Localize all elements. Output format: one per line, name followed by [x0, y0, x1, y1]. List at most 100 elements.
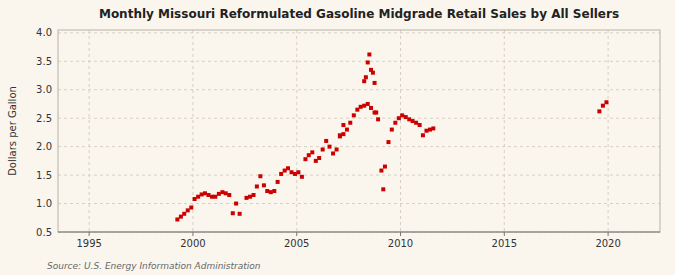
y-tick-label: 3.0 [36, 84, 52, 95]
point [359, 105, 363, 109]
y-grid-line [58, 146, 660, 147]
point [381, 187, 385, 191]
y-grid-line [58, 118, 660, 119]
point [364, 75, 368, 79]
point [227, 193, 231, 197]
point [414, 121, 418, 125]
x-grid-line [192, 30, 193, 232]
point [393, 121, 397, 125]
point [376, 117, 380, 121]
background [0, 0, 675, 275]
point [362, 104, 366, 108]
point [303, 157, 307, 161]
point [189, 206, 193, 210]
x-tick [400, 232, 401, 236]
point [373, 81, 377, 85]
axes: 0.51.01.52.02.53.03.54.01995200020052010… [36, 27, 621, 249]
point [335, 147, 339, 151]
point [252, 193, 256, 197]
point [258, 174, 262, 178]
point [386, 140, 390, 144]
point [182, 212, 186, 216]
y-tick-label: 2.5 [36, 113, 52, 124]
x-tick [89, 232, 90, 236]
point [248, 195, 252, 199]
plot-frame [58, 30, 660, 232]
source: Source: U.S. Energy Information Administ… [47, 261, 261, 271]
point [366, 102, 370, 106]
point [418, 123, 422, 127]
point [276, 180, 280, 184]
x-grid-line [504, 30, 505, 232]
x-tick [608, 232, 609, 236]
y-tick-label: 1.5 [36, 170, 52, 181]
point [379, 169, 383, 173]
point [186, 208, 190, 212]
point [421, 133, 425, 137]
point [262, 183, 266, 187]
x-grid-line [89, 30, 90, 232]
point [290, 170, 294, 174]
x-axis-line [58, 232, 660, 233]
point [367, 52, 371, 56]
y-grid-line [58, 175, 660, 176]
x-tick-label: 1995 [76, 238, 101, 249]
point [348, 121, 352, 125]
point [374, 111, 378, 115]
point [175, 217, 179, 221]
point [269, 190, 273, 194]
x-grid-line [296, 30, 297, 232]
x-tick-label: 2000 [180, 238, 205, 249]
point [255, 184, 259, 188]
point [238, 212, 242, 216]
point [244, 196, 248, 200]
point [597, 109, 601, 113]
x-tick-label: 2015 [492, 238, 517, 249]
point [324, 139, 328, 143]
y-tick-label: 3.5 [36, 56, 52, 67]
y-grid-line [58, 89, 660, 90]
x-tick-label: 2020 [595, 238, 620, 249]
point [604, 100, 608, 104]
point [328, 145, 332, 149]
point [369, 106, 373, 110]
point [310, 150, 314, 154]
point [224, 191, 228, 195]
point [203, 191, 207, 195]
point [431, 126, 435, 130]
point [234, 202, 238, 206]
point [272, 189, 276, 193]
y-tick-label: 2.0 [36, 141, 52, 152]
point [321, 147, 325, 151]
x-tick [504, 232, 505, 236]
chart: 0.51.01.52.02.53.03.54.01995200020052010… [0, 0, 675, 275]
point [331, 151, 335, 155]
points [175, 52, 608, 221]
point [341, 132, 345, 136]
point [404, 115, 408, 119]
y-axis-label: Dollars per Gallon [7, 86, 18, 176]
y-grid-line [58, 232, 660, 233]
point [601, 104, 605, 108]
y-tick-label: 1.0 [36, 198, 52, 209]
point [390, 128, 394, 132]
point [300, 175, 304, 179]
point [317, 156, 321, 160]
y-grid-line [58, 203, 660, 204]
x-tick [192, 232, 193, 236]
title: Monthly Missouri Reformulated Gasoline M… [99, 7, 619, 21]
point [411, 119, 415, 123]
point [383, 165, 387, 169]
y-grid-line [58, 61, 660, 62]
point [296, 170, 300, 174]
point [279, 172, 283, 176]
y-tick-label: 0.5 [36, 227, 52, 238]
x-tick-label: 2010 [388, 238, 413, 249]
point [366, 60, 370, 64]
point [217, 192, 221, 196]
point [213, 195, 217, 199]
point [265, 189, 269, 193]
x-grid-line [400, 30, 401, 232]
point [371, 71, 375, 75]
y-grid-line [58, 32, 660, 33]
